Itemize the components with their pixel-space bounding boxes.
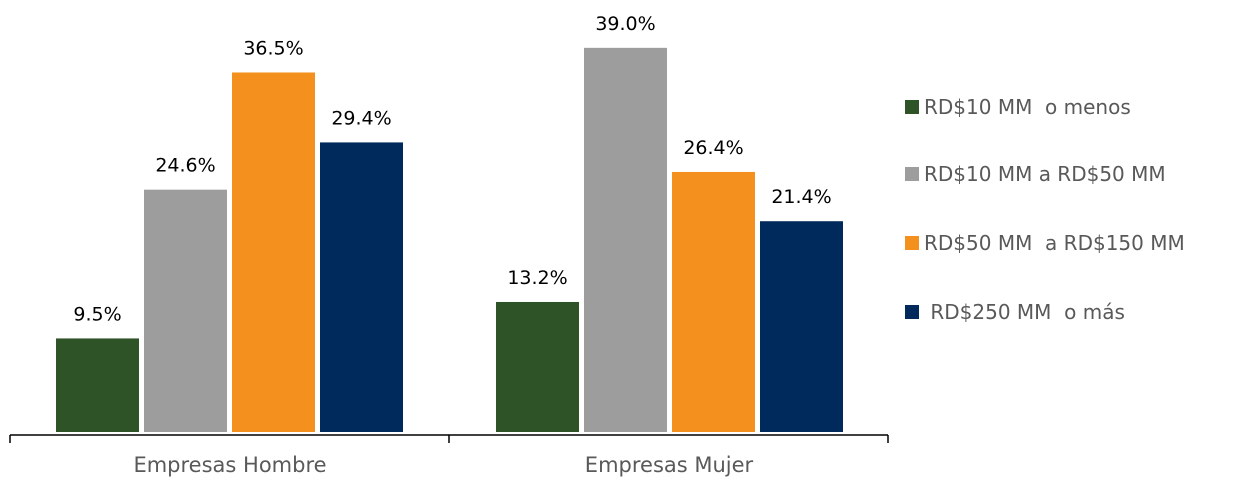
legend-swatch-series-3 <box>905 236 919 250</box>
data-label-series-3-category-2: 26.4% <box>683 137 743 159</box>
data-label-series-4-category-2: 21.4% <box>771 186 831 208</box>
bars-layer <box>56 47 843 432</box>
legend-swatch-series-4 <box>905 305 919 319</box>
bar-series-4-category-1 <box>320 142 403 432</box>
data-label-series-2-category-2: 39.0% <box>595 13 655 35</box>
legend-label-series-4: RD$250 MM o más <box>924 300 1125 324</box>
bar-series-1-category-1 <box>56 338 139 432</box>
legend-label-series-3: RD$50 MM a RD$150 MM <box>924 231 1185 255</box>
bar-series-2-category-1 <box>144 189 227 432</box>
legend: RD$10 MM o menos RD$10 MM a RD$50 MM RD$… <box>905 95 1185 324</box>
legend-label-series-2: RD$10 MM a RD$50 MM <box>924 162 1166 186</box>
bar-series-2-category-2 <box>584 47 667 432</box>
data-label-series-1-category-1: 9.5% <box>73 303 121 325</box>
data-label-series-4-category-1: 29.4% <box>331 107 391 129</box>
data-label-series-2-category-1: 24.6% <box>155 155 215 177</box>
x-axis: Empresas Hombre Empresas Mujer <box>9 434 889 477</box>
bar-series-1-category-2 <box>496 301 579 432</box>
data-label-series-1-category-2: 13.2% <box>507 267 567 289</box>
x-tick-label-empresas-mujer: Empresas Mujer <box>585 453 754 477</box>
legend-swatch-series-1 <box>905 100 919 114</box>
legend-label-series-1: RD$10 MM o menos <box>924 95 1131 119</box>
bar-series-4-category-2 <box>760 221 843 432</box>
x-tick-label-empresas-hombre: Empresas Hombre <box>133 453 326 477</box>
legend-swatch-series-2 <box>905 167 919 181</box>
value-labels-layer: 9.5% 24.6% 36.5% 29.4% 13.2% 39.0% 26.4% 21.4% <box>73 13 831 326</box>
bar-series-3-category-1 <box>232 72 315 432</box>
data-label-series-3-category-1: 36.5% <box>243 37 303 59</box>
bar-series-3-category-2 <box>672 171 755 432</box>
